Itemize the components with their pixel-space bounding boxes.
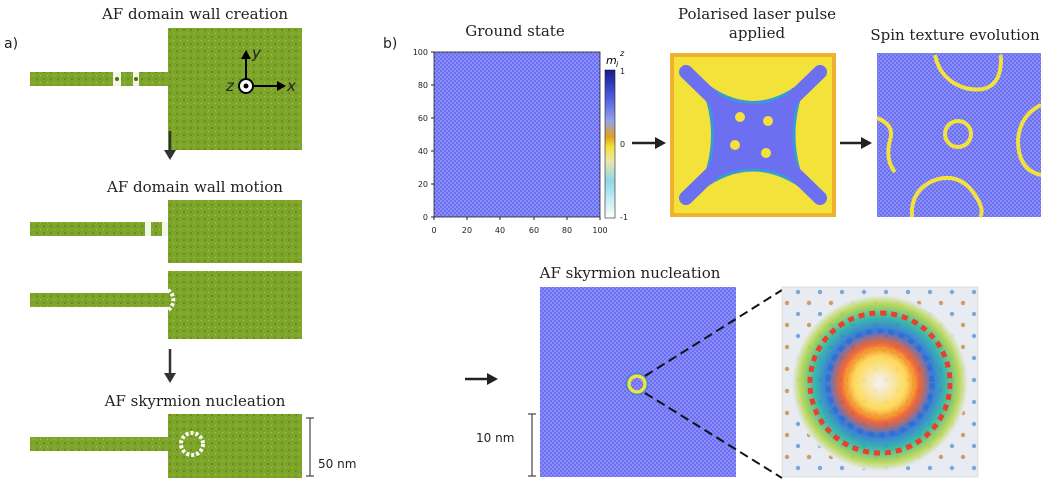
cbar-tick-neg1: -1 — [620, 213, 628, 222]
axis-label-z: z — [226, 77, 234, 95]
panel-b-label: b) — [383, 36, 398, 52]
x-tick-80: 80 — [562, 226, 572, 235]
coordinate-axes — [238, 50, 286, 94]
title-laser-1: Polarised laser pulse — [677, 5, 837, 23]
ground-x-ticks — [433, 217, 601, 220]
cbar-sub: i — [616, 60, 619, 69]
scalebar-b — [528, 413, 536, 477]
x-tick-0: 0 — [431, 226, 436, 235]
y-tick-20: 20 — [418, 180, 428, 189]
scalebar-b-label: 10 nm — [476, 431, 515, 445]
ground-y-ticks — [431, 51, 434, 218]
cbar-tick-0: 0 — [620, 140, 625, 149]
x-tick-60: 60 — [529, 226, 539, 235]
evolution-plot — [876, 53, 1042, 219]
arrow-laser-to-evolution — [840, 137, 872, 149]
y-tick-80: 80 — [418, 81, 428, 90]
skyrmion-map — [540, 287, 736, 477]
scalebar-a — [306, 417, 314, 477]
axis-label-x: x — [287, 77, 296, 95]
y-tick-40: 40 — [418, 147, 428, 156]
ground-state-plot: 0 20 40 60 80 100 0 20 40 60 80 100 — [413, 48, 608, 235]
y-tick-0: 0 — [423, 213, 428, 222]
title-dw-motion: AF domain wall motion — [107, 178, 283, 196]
zoom-lines — [644, 289, 783, 479]
title-laser-2: applied — [728, 24, 786, 42]
cbar-tick-1: 1 — [620, 67, 625, 76]
panel-a-label: a) — [4, 36, 19, 52]
down-arrow-2 — [164, 349, 176, 383]
film-motion-1 — [30, 200, 302, 263]
scalebar-a-label: 50 nm — [318, 457, 357, 471]
y-tick-60: 60 — [418, 114, 428, 123]
title-dw-creation: AF domain wall creation — [101, 5, 289, 23]
y-tick-100: 100 — [413, 48, 428, 57]
skyrmion-zoom — [781, 286, 979, 478]
title-ground-state: Ground state — [465, 22, 565, 40]
colorbar: 1 0 -1 m i z — [604, 49, 628, 222]
x-tick-100: 100 — [592, 226, 607, 235]
title-a-skyrmion: AF skyrmion nucleation — [104, 392, 286, 410]
axis-label-y: y — [252, 44, 261, 62]
laser-pulse-plot — [670, 53, 836, 217]
arrow-to-nucleation — [465, 373, 498, 385]
cbar-label: m — [606, 54, 617, 67]
arrow-ground-to-laser — [632, 137, 666, 149]
x-tick-40: 40 — [495, 226, 505, 235]
x-tick-20: 20 — [462, 226, 472, 235]
title-spin-evolution: Spin texture evolution — [870, 26, 1040, 44]
cbar-sup: z — [619, 49, 625, 58]
film-motion-2 — [30, 271, 302, 339]
film-nucleation — [30, 414, 302, 478]
title-b-skyrmion: AF skyrmion nucleation — [539, 264, 721, 282]
down-arrow-1 — [164, 131, 176, 160]
